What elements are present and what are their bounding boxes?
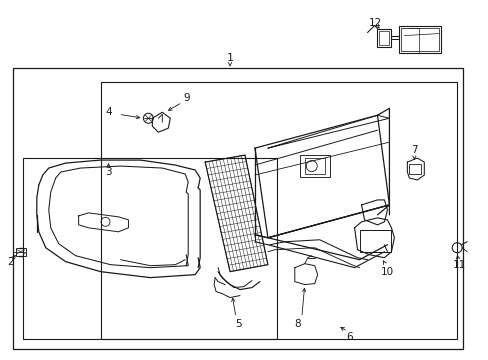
Text: 3: 3 [105,167,112,177]
Text: 5: 5 [234,319,241,329]
Bar [13,68,462,349]
Bar [359,230,390,252]
Text: 11: 11 [451,260,465,270]
Bar [401,28,438,51]
Text: 9: 9 [183,93,189,103]
Bar [16,248,26,256]
Bar [377,28,390,46]
Bar [23,158,276,339]
Text: 6: 6 [346,332,352,342]
Text: 1: 1 [226,54,233,63]
Text: 2: 2 [8,257,14,267]
Bar [408,164,421,174]
Bar [304,158,324,174]
Text: 4: 4 [105,107,112,117]
Text: 12: 12 [368,18,381,28]
Bar [379,31,388,45]
Bar [101,82,456,339]
Text: 8: 8 [294,319,301,329]
Text: 10: 10 [380,267,393,276]
Bar [299,155,329,177]
Text: 7: 7 [410,145,417,155]
Bar [399,26,440,54]
